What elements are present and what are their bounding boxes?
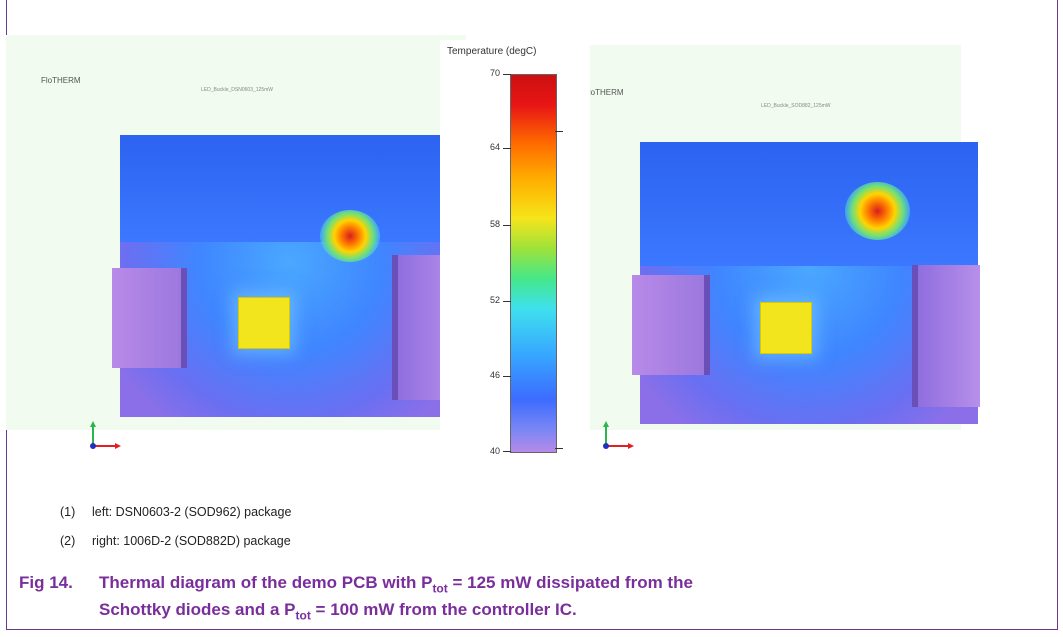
figure-label: Fig 14. <box>19 573 73 592</box>
scale-tick-mark <box>503 74 511 75</box>
scale-tick-mark <box>503 376 511 377</box>
right-diode-hotspot <box>845 182 910 240</box>
temperature-colorbar <box>510 74 557 453</box>
note-text: left: DSN0603-2 (SOD962) package <box>92 505 292 519</box>
caption-text: Thermal diagram of the demo PCB with Pto… <box>99 572 1019 627</box>
scale-tick-mark <box>503 301 511 302</box>
left-board-top-region <box>120 135 460 243</box>
left-diode-hotspot <box>320 210 380 262</box>
right-axes-icon <box>603 421 634 449</box>
scale-tick-label: 46 <box>489 370 500 380</box>
caption-subscript: tot <box>432 581 448 596</box>
left-panel-subtitle: LED_Buckle_DSN0603_125mW <box>201 87 273 93</box>
caption-line1-end: = 125 mW dissipated from the <box>447 573 693 592</box>
right-panel-brand: FloTHERM <box>584 88 624 97</box>
note-text: right: 1006D-2 (SOD882D) package <box>92 534 291 548</box>
caption-line1-start: Thermal diagram of the demo PCB with P <box>99 573 433 592</box>
left-controller-ic <box>238 297 290 349</box>
right-board-connector-left <box>632 275 710 375</box>
left-panel-brand: FloTHERM <box>41 76 81 85</box>
right-panel-subtitle: LED_Buckle_SOD882_125mW <box>761 103 831 109</box>
scale-tick-mark <box>503 451 511 452</box>
note-number: (1) <box>60 505 76 519</box>
temperature-scale-title: Temperature (degC) <box>447 46 537 57</box>
right-board-connector-right <box>912 265 980 407</box>
left-board-connector-left <box>112 268 187 368</box>
scale-tick-label: 40 <box>489 446 500 456</box>
figure-note: (1) left: DSN0603-2 (SOD962) package <box>60 505 291 519</box>
scale-tick-mark <box>503 148 511 149</box>
right-controller-ic <box>760 302 812 354</box>
scale-marker-max <box>555 131 563 132</box>
right-board-top-region <box>640 142 978 267</box>
caption-line2-end: = 100 mW from the controller IC. <box>310 600 577 620</box>
scale-tick-label: 58 <box>489 219 500 229</box>
scale-tick-mark <box>503 225 511 226</box>
caption-subscript: tot <box>295 608 311 623</box>
note-number: (2) <box>60 534 76 548</box>
scale-marker-min <box>555 448 563 449</box>
caption-line2-start: Schottky diodes and a P <box>99 600 296 620</box>
figure-note: (2) right: 1006D-2 (SOD882D) package <box>60 534 291 548</box>
scale-tick-label: 64 <box>489 142 500 152</box>
left-axes-icon <box>90 421 121 449</box>
scale-tick-label: 52 <box>489 295 500 305</box>
scale-tick-label: 70 <box>489 68 500 78</box>
